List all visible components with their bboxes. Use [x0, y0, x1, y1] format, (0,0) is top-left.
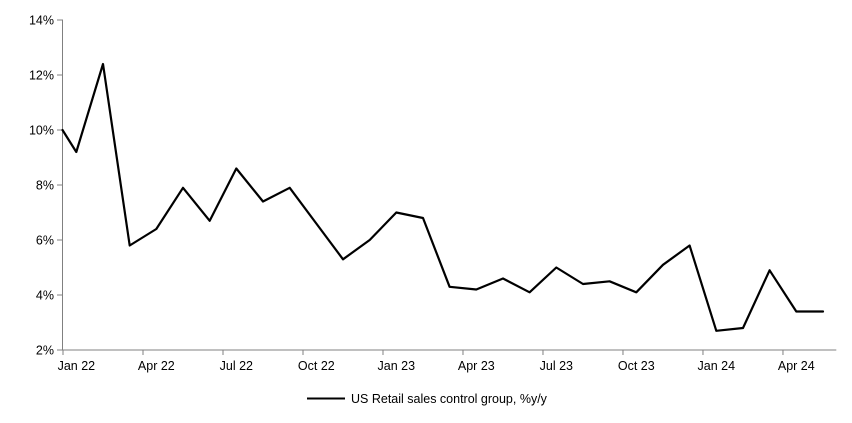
y-axis-tick-labels: 14% 12% 10% 8% 6% 4% 2%: [29, 14, 54, 358]
data-line-series: [61, 62, 825, 332]
x-tick-label: Oct 22: [298, 359, 335, 373]
y-tick-label: 14%: [29, 14, 54, 28]
legend-label: US Retail sales control group, %y/y: [351, 392, 548, 406]
x-axis-tick-labels: Jan 22 Apr 22 Jul 22 Oct 22 Jan 23 Apr 23 Jul …: [58, 359, 815, 373]
x-axis: Jan 22 Apr 22 Jul 22 Oct 22 Jan 23 Apr 23 Jul …: [58, 349, 837, 373]
legend: US Retail sales control group, %y/y: [307, 392, 548, 406]
x-axis-ticks: [62, 350, 784, 355]
x-tick-label: Jan 22: [58, 359, 96, 373]
y-tick-label: 4%: [36, 289, 54, 303]
y-tick-label: 6%: [36, 234, 54, 248]
y-tick-label: 2%: [36, 344, 54, 358]
x-tick-label: Jul 23: [540, 359, 573, 373]
y-tick-label: 12%: [29, 69, 54, 83]
x-tick-label: Apr 22: [138, 359, 175, 373]
y-axis-ticks: [57, 19, 63, 351]
x-tick-label: Apr 23: [458, 359, 495, 373]
x-tick-label: Oct 23: [618, 359, 655, 373]
x-tick-label: Jan 24: [698, 359, 736, 373]
x-tick-label: Jan 23: [378, 359, 416, 373]
y-tick-label: 10%: [29, 124, 54, 138]
y-axis: 14% 12% 10% 8% 6% 4% 2%: [29, 14, 63, 358]
x-tick-label: Jul 22: [220, 359, 253, 373]
y-tick-label: 8%: [36, 179, 54, 193]
x-tick-label: Apr 24: [778, 359, 815, 373]
